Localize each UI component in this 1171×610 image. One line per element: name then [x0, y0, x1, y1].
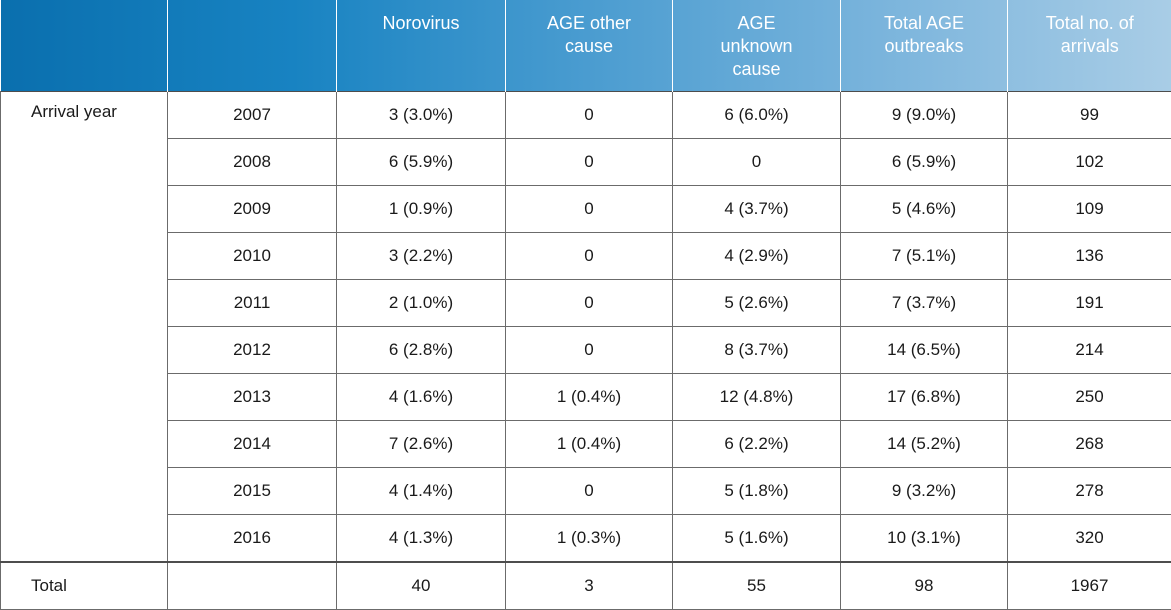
age-other-cell: 1 (0.3%) — [506, 514, 673, 562]
norovirus-cell: 1 (0.9%) — [337, 185, 506, 232]
table-row: 2009 1 (0.9%) 0 4 (3.7%) 5 (4.6%) 109 — [1, 185, 1171, 232]
header-cell-blank-2 — [168, 0, 337, 91]
norovirus-cell: 3 (2.2%) — [337, 232, 506, 279]
arrivals-cell: 136 — [1008, 232, 1171, 279]
total-age-cell: 7 (5.1%) — [841, 232, 1008, 279]
table-body: Arrival year 2007 3 (3.0%) 0 6 (6.0%) 9 … — [1, 91, 1171, 609]
total-age-cell: 14 (6.5%) — [841, 326, 1008, 373]
age-other-cell: 0 — [506, 279, 673, 326]
table-row: 2014 7 (2.6%) 1 (0.4%) 6 (2.2%) 14 (5.2%… — [1, 420, 1171, 467]
age-unknown-cell: 5 (1.8%) — [673, 467, 841, 514]
arrivals-cell: 99 — [1008, 91, 1171, 138]
age-unknown-cell: 0 — [673, 138, 841, 185]
header-norovirus: Norovirus — [337, 0, 506, 91]
age-other-cell: 0 — [506, 467, 673, 514]
age-other-cell: 1 (0.4%) — [506, 420, 673, 467]
arrivals-cell: 214 — [1008, 326, 1171, 373]
year-cell: 2008 — [168, 138, 337, 185]
age-unknown-cell: 12 (4.8%) — [673, 373, 841, 420]
age-unknown-cell: 5 (2.6%) — [673, 279, 841, 326]
header-cell-blank-1 — [1, 0, 168, 91]
arrivals-cell: 250 — [1008, 373, 1171, 420]
year-cell: 2009 — [168, 185, 337, 232]
table-row: 2008 6 (5.9%) 0 0 6 (5.9%) 102 — [1, 138, 1171, 185]
year-cell: 2013 — [168, 373, 337, 420]
year-cell: 2016 — [168, 514, 337, 562]
total-age-cell: 17 (6.8%) — [841, 373, 1008, 420]
arrivals-cell: 268 — [1008, 420, 1171, 467]
table-row: 2016 4 (1.3%) 1 (0.3%) 5 (1.6%) 10 (3.1%… — [1, 514, 1171, 562]
norovirus-cell: 4 (1.3%) — [337, 514, 506, 562]
year-cell: 2014 — [168, 420, 337, 467]
age-other-cell: 0 — [506, 138, 673, 185]
norovirus-cell: 4 (1.4%) — [337, 467, 506, 514]
table-row: 2011 2 (1.0%) 0 5 (2.6%) 7 (3.7%) 191 — [1, 279, 1171, 326]
year-cell: 2015 — [168, 467, 337, 514]
arrival-year-group-label: Arrival year — [1, 91, 168, 562]
age-other-cell: 0 — [506, 185, 673, 232]
total-age-unknown-cell: 55 — [673, 562, 841, 610]
total-age-cell: 5 (4.6%) — [841, 185, 1008, 232]
norovirus-cell: 4 (1.6%) — [337, 373, 506, 420]
age-unknown-cell: 4 (2.9%) — [673, 232, 841, 279]
table-row: 2013 4 (1.6%) 1 (0.4%) 12 (4.8%) 17 (6.8… — [1, 373, 1171, 420]
total-label: Total — [1, 562, 168, 610]
total-year-blank — [168, 562, 337, 610]
age-unknown-cell: 6 (6.0%) — [673, 91, 841, 138]
total-age-outbreaks-cell: 98 — [841, 562, 1008, 610]
total-row: Total 40 3 55 98 1967 — [1, 562, 1171, 610]
age-unknown-cell: 8 (3.7%) — [673, 326, 841, 373]
arrivals-cell: 320 — [1008, 514, 1171, 562]
total-age-cell: 10 (3.1%) — [841, 514, 1008, 562]
table-row: Arrival year 2007 3 (3.0%) 0 6 (6.0%) 9 … — [1, 91, 1171, 138]
year-cell: 2010 — [168, 232, 337, 279]
total-arrivals-cell: 1967 — [1008, 562, 1171, 610]
total-age-cell: 7 (3.7%) — [841, 279, 1008, 326]
arrivals-cell: 191 — [1008, 279, 1171, 326]
total-age-cell: 9 (3.2%) — [841, 467, 1008, 514]
total-norovirus-cell: 40 — [337, 562, 506, 610]
norovirus-cell: 2 (1.0%) — [337, 279, 506, 326]
total-age-cell: 6 (5.9%) — [841, 138, 1008, 185]
age-other-cell: 0 — [506, 326, 673, 373]
norovirus-cell: 3 (3.0%) — [337, 91, 506, 138]
age-other-cell: 1 (0.4%) — [506, 373, 673, 420]
total-age-cell: 9 (9.0%) — [841, 91, 1008, 138]
total-age-cell: 14 (5.2%) — [841, 420, 1008, 467]
norovirus-cell: 6 (2.8%) — [337, 326, 506, 373]
age-other-cell: 0 — [506, 91, 673, 138]
table-row: 2010 3 (2.2%) 0 4 (2.9%) 7 (5.1%) 136 — [1, 232, 1171, 279]
year-cell: 2012 — [168, 326, 337, 373]
table-row: 2012 6 (2.8%) 0 8 (3.7%) 14 (6.5%) 214 — [1, 326, 1171, 373]
age-unknown-cell: 6 (2.2%) — [673, 420, 841, 467]
total-age-other-cell: 3 — [506, 562, 673, 610]
year-cell: 2011 — [168, 279, 337, 326]
arrivals-cell: 102 — [1008, 138, 1171, 185]
table-row: 2015 4 (1.4%) 0 5 (1.8%) 9 (3.2%) 278 — [1, 467, 1171, 514]
norovirus-cell: 6 (5.9%) — [337, 138, 506, 185]
year-cell: 2007 — [168, 91, 337, 138]
header-norovirus-label: Norovirus — [343, 12, 499, 35]
norovirus-cell: 7 (2.6%) — [337, 420, 506, 467]
arrivals-cell: 278 — [1008, 467, 1171, 514]
age-unknown-cell: 5 (1.6%) — [673, 514, 841, 562]
age-unknown-cell: 4 (3.7%) — [673, 185, 841, 232]
arrivals-cell: 109 — [1008, 185, 1171, 232]
age-other-cell: 0 — [506, 232, 673, 279]
